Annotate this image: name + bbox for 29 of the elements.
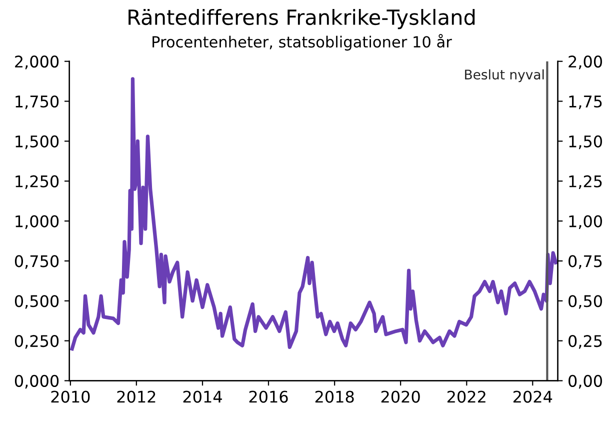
y-tick-label: 1,500	[16, 135, 59, 150]
x-tick-label: 2024	[513, 390, 552, 403]
y-tick-label: 1,000	[16, 215, 59, 229]
x-tick-label: 2016	[249, 390, 288, 403]
x-tick-label: 2010	[51, 390, 90, 403]
x-tick-label: 2020	[381, 390, 420, 403]
y-tick-label: 0,000	[14, 374, 59, 389]
x-tick-label: 2012	[117, 390, 156, 403]
chart-title: Räntedifferens Frankrike-Tyskland	[128, 8, 475, 30]
y-tick-label: 1,750	[16, 95, 59, 110]
y2-tick-label: 0,50	[568, 295, 602, 309]
y-tick-label: 0,500	[14, 295, 59, 309]
x-tick-label: 2014	[183, 390, 222, 403]
y2-tick-label: 2,00	[568, 56, 602, 70]
y-tick-label: 1,250	[16, 175, 59, 190]
y2-tick-label: 1,50	[569, 135, 602, 150]
ref-line-label: Beslut nyval	[465, 69, 544, 82]
y2-tick-label: 1,75	[569, 96, 602, 110]
y-tick-label: 0,750	[14, 255, 59, 269]
x-tick-label: 2018	[315, 390, 354, 403]
y-tick-label: 2,000	[15, 56, 59, 70]
chart-subtitle: Procentenheter, statsobligationer 10 år	[152, 34, 452, 51]
y2-tick-label: 1,25	[569, 175, 602, 190]
y-tick-label: 0,250	[14, 334, 59, 349]
y2-tick-label: 0,25	[568, 334, 602, 349]
y2-tick-label: 0,75	[568, 255, 602, 269]
x-tick-label: 2022	[448, 390, 486, 403]
y2-tick-label: 0,00	[568, 374, 602, 389]
y2-tick-label: 1,00	[569, 215, 602, 229]
